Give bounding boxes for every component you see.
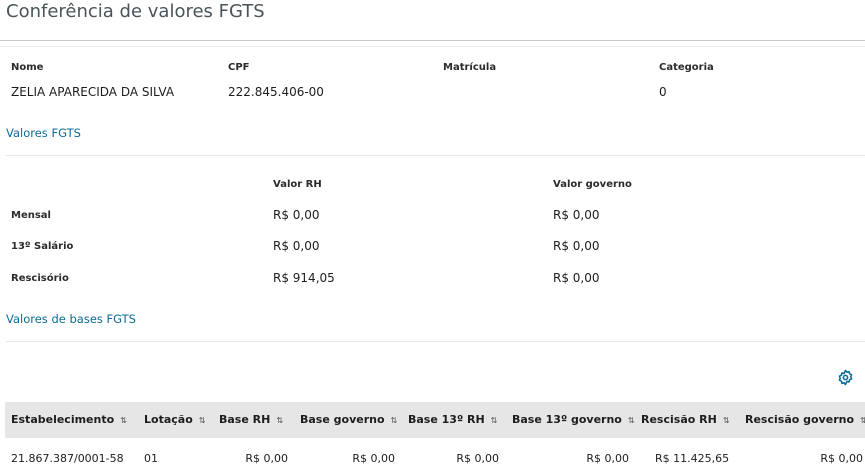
valores-fgts-section-title: Valores FGTS — [6, 126, 81, 140]
divider — [6, 155, 865, 156]
row-label-rescisorio: Rescisório — [11, 273, 69, 284]
col-label: Base 13º RH — [408, 413, 485, 426]
col-base-governo[interactable]: Base governo ⇅ — [300, 413, 397, 426]
col-lotacao[interactable]: Lotação ⇅ — [144, 413, 205, 426]
divider — [0, 40, 865, 41]
cell-base-13-governo: R$ 0,00 — [586, 452, 629, 465]
cpf-label: CPF — [228, 62, 250, 73]
name-label: Nome — [11, 62, 44, 73]
sort-icon[interactable]: ⇅ — [198, 416, 206, 425]
cell-rescisao-rh: R$ 11.425,65 — [655, 452, 730, 465]
sort-icon[interactable]: ⇅ — [490, 416, 498, 425]
col-label: Base 13º governo — [512, 413, 622, 426]
col-label: Rescisão governo — [745, 413, 855, 426]
col-rescisao-rh[interactable]: Rescisão RH ⇅ — [641, 413, 730, 426]
sort-icon[interactable]: ⇅ — [627, 416, 635, 425]
valor-rh-header: Valor RH — [273, 179, 322, 190]
row-label-13-salario: 13º Salário — [11, 241, 74, 252]
valor-governo-header: Valor governo — [553, 179, 632, 190]
13-salario-rh: R$ 0,00 — [273, 239, 320, 253]
rescisorio-gov: R$ 0,00 — [553, 271, 600, 285]
cell-rescisao-governo: R$ 0,00 — [820, 452, 863, 465]
sort-icon[interactable]: ⇅ — [722, 416, 730, 425]
col-base-13-rh[interactable]: Base 13º RH ⇅ — [408, 413, 497, 426]
categoria-label: Categoria — [659, 62, 714, 73]
col-label: Estabelecimento — [11, 413, 115, 426]
categoria-value: 0 — [659, 85, 667, 99]
col-label: Lotação — [144, 413, 193, 426]
divider — [6, 341, 865, 342]
col-label: Base RH — [219, 413, 271, 426]
col-base-13-governo[interactable]: Base 13º governo ⇅ — [512, 413, 635, 426]
col-label: Rescisão RH — [641, 413, 717, 426]
col-label: Base governo — [300, 413, 385, 426]
cpf-value: 222.845.406-00 — [228, 85, 324, 99]
divider — [0, 46, 865, 47]
cell-lotacao: 01 — [144, 452, 158, 465]
matricula-label: Matrícula — [443, 62, 497, 73]
mensal-rh: R$ 0,00 — [273, 208, 320, 222]
cell-base-rh: R$ 0,00 — [245, 452, 288, 465]
table-header — [5, 402, 865, 438]
sort-icon[interactable]: ⇅ — [390, 416, 398, 425]
name-value: ZELIA APARECIDA DA SILVA — [11, 85, 175, 99]
col-rescisao-governo[interactable]: Rescisão governo ⇅ — [745, 413, 865, 426]
col-base-rh[interactable]: Base RH ⇅ — [219, 413, 283, 426]
valores-bases-section-title: Valores de bases FGTS — [6, 312, 136, 326]
cell-base-governo: R$ 0,00 — [352, 452, 395, 465]
mensal-gov: R$ 0,00 — [553, 208, 600, 222]
row-label-mensal: Mensal — [11, 210, 51, 221]
gear-icon[interactable] — [837, 369, 854, 386]
page-title: Conferência de valores FGTS — [6, 1, 265, 22]
cell-estabelecimento: 21.867.387/0001-58 — [11, 452, 124, 465]
rescisorio-rh: R$ 914,05 — [273, 271, 335, 285]
cell-base-13-rh: R$ 0,00 — [456, 452, 499, 465]
sort-icon[interactable]: ⇅ — [120, 416, 127, 425]
sort-icon[interactable]: ⇅ — [276, 416, 284, 425]
col-estabelecimento[interactable]: Estabelecimento ⇅ — [11, 413, 127, 426]
13-salario-gov: R$ 0,00 — [553, 239, 600, 253]
sort-icon[interactable]: ⇅ — [860, 416, 865, 425]
